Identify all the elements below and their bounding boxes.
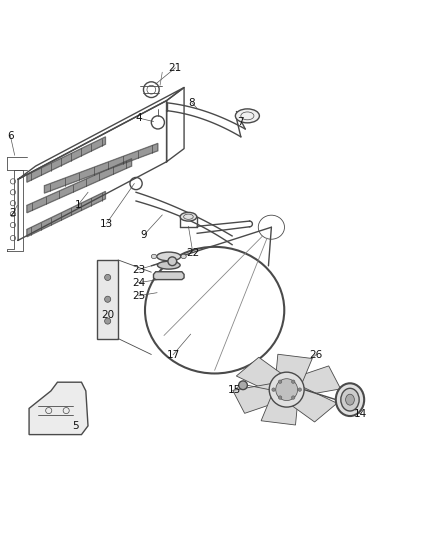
Polygon shape [27,159,132,213]
Text: 23: 23 [132,264,145,274]
Circle shape [239,381,247,390]
Polygon shape [97,260,118,338]
Polygon shape [153,272,184,280]
Ellipse shape [157,261,180,269]
Polygon shape [233,382,291,414]
Circle shape [105,318,111,324]
Text: 17: 17 [166,350,180,360]
Ellipse shape [181,254,186,259]
Text: 6: 6 [7,131,14,141]
Ellipse shape [346,394,354,405]
Text: 2: 2 [10,208,16,218]
Ellipse shape [157,252,181,261]
Circle shape [105,274,111,280]
Polygon shape [27,137,106,182]
Polygon shape [261,388,299,425]
Text: 1: 1 [75,199,82,209]
Text: 14: 14 [354,409,367,419]
Polygon shape [237,357,294,396]
Text: 7: 7 [237,117,243,126]
Text: 24: 24 [132,278,145,288]
Ellipse shape [151,254,156,259]
Text: 4: 4 [135,113,142,123]
Text: 8: 8 [189,98,195,108]
Ellipse shape [341,389,359,411]
Circle shape [291,380,295,383]
Polygon shape [283,366,341,398]
Circle shape [291,396,295,399]
Text: 5: 5 [72,421,79,431]
Circle shape [269,372,304,407]
Text: 26: 26 [309,350,322,360]
Ellipse shape [336,383,364,416]
Circle shape [298,388,301,391]
Polygon shape [44,143,158,193]
Text: 13: 13 [100,219,113,229]
Text: 9: 9 [141,230,147,240]
Polygon shape [275,354,312,391]
Text: 21: 21 [169,63,182,73]
Circle shape [168,257,177,265]
Polygon shape [29,382,88,434]
Text: 20: 20 [101,310,114,320]
Text: 15: 15 [228,385,241,394]
Circle shape [272,388,276,391]
Text: 25: 25 [132,291,145,301]
Ellipse shape [235,109,259,123]
Text: 22: 22 [186,247,199,257]
Circle shape [279,380,282,383]
Circle shape [276,379,297,400]
Polygon shape [279,383,337,422]
Ellipse shape [180,212,197,221]
Circle shape [279,396,282,399]
Circle shape [105,296,111,302]
Polygon shape [27,191,106,237]
